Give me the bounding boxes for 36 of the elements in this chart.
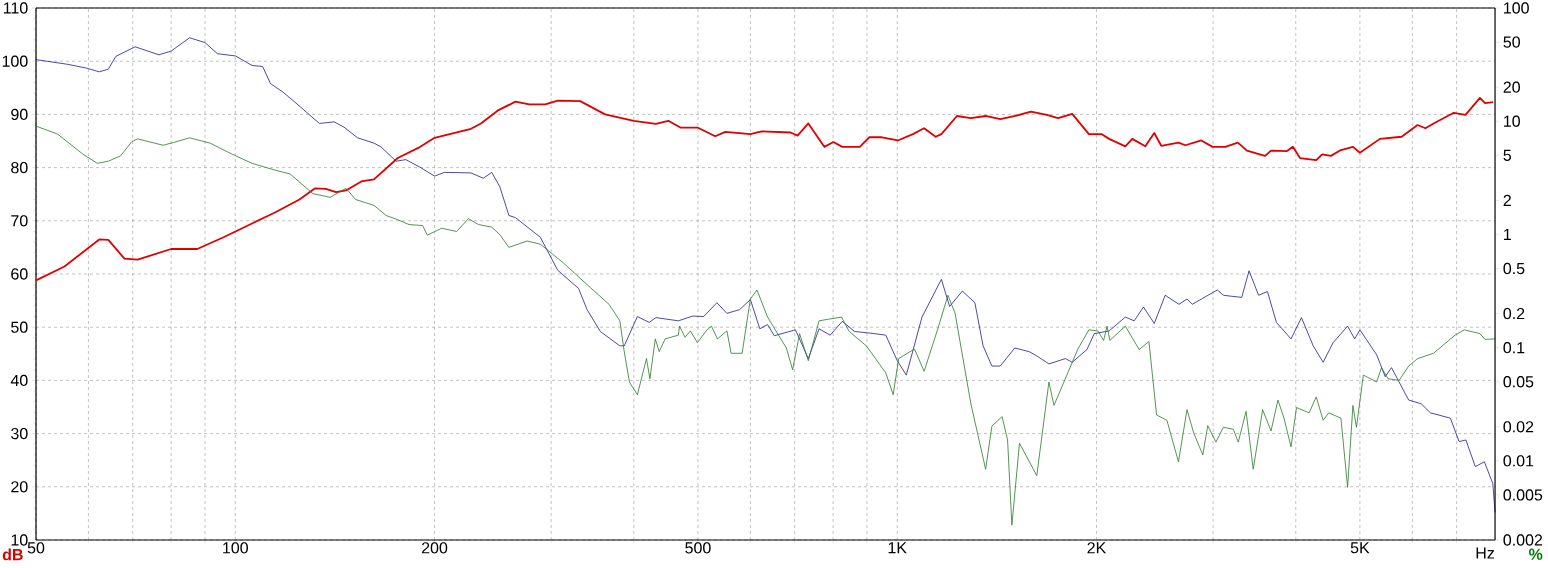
y-tick-label: 2 [1503,194,1511,206]
y-tick-label: 100 [1504,2,1529,14]
y2-tick-label: 50 [11,321,28,333]
y-axis-title: % [1528,548,1543,560]
x-tick-label: 200 [421,542,448,554]
y2-tick-label: 90 [11,108,28,121]
x-tick-label: 5K [1350,542,1370,554]
y-tick-label: 0.2 [1503,307,1525,320]
y-tick-label: 20 [1503,81,1520,93]
y-tick-label: 0.005 [1503,489,1543,501]
y2-tick-label: 100 [2,55,28,67]
y-tick-label: 0.02 [1503,421,1534,433]
x-tick-label: 1K [888,542,907,554]
y2-tick-label: 70 [11,215,28,227]
y2-tick-label: 20 [11,481,28,493]
y-tick-label: 50 [1503,36,1520,48]
y-tick-label: 10 [1504,115,1520,127]
y2-tick-label: 40 [10,374,28,387]
y2-tick-label: 60 [11,268,28,280]
x-tick-label: 50 [27,542,45,554]
x-tick-label: 100 [223,542,248,554]
x-tick-label: 500 [685,542,711,554]
x-axis-title: Hz [1476,547,1495,559]
y-tick-label: 0.1 [1503,341,1525,354]
y2-tick-label: 80 [11,161,28,174]
y-tick-label: 0.01 [1503,455,1534,467]
y2-tick-label: 10 [11,534,28,546]
y-tick-label: 0.5 [1503,262,1525,275]
y-tick-label: 1 [1504,228,1511,240]
y-tick-label: 5 [1503,149,1512,161]
y2-tick-label: 30 [11,427,28,440]
y-tick-label: 0.002 [1503,534,1543,546]
x-tick-label: 2K [1087,542,1107,554]
y-tick-label: 0.05 [1503,376,1534,388]
y2-axis-title: dB [2,548,23,561]
y2-tick-label: 110 [3,2,28,14]
